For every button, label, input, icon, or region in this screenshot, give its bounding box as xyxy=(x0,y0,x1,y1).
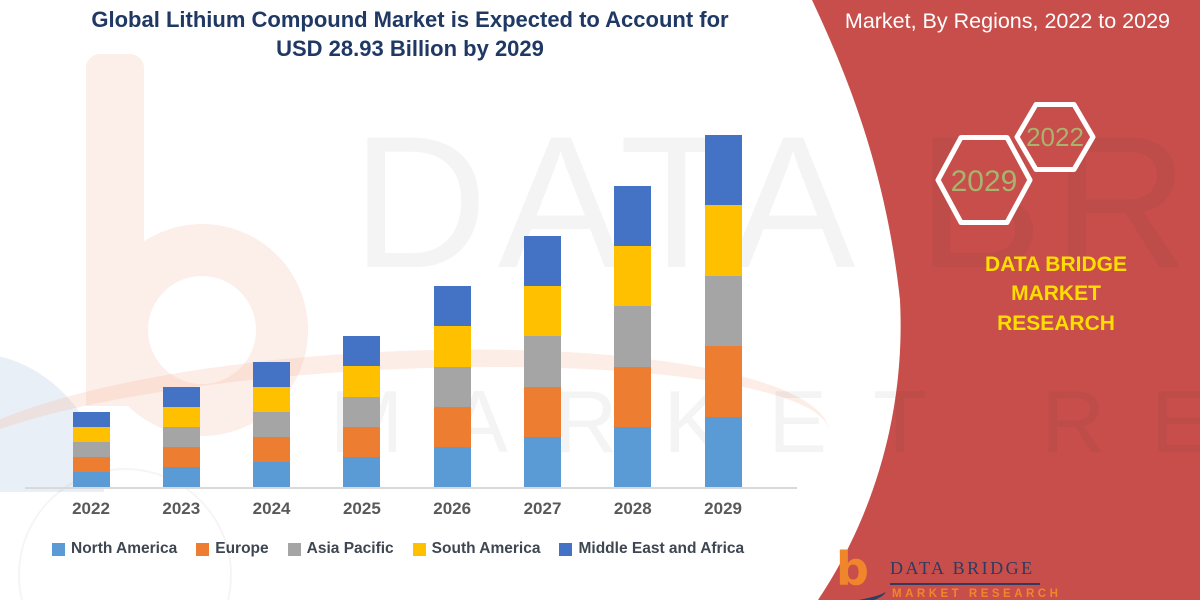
footer-logo-name: DATA BRIDGE xyxy=(890,558,1035,578)
bar-segment-2025-south-america xyxy=(343,366,381,397)
legend-label: Asia Pacific xyxy=(306,540,394,557)
footer-logo-sub: MARKET RESEARCH xyxy=(892,588,1062,600)
bar-segment-2023-europe xyxy=(162,447,200,468)
legend-swatch-icon xyxy=(52,542,65,556)
chart-title: Global Lithium Compound Market is Expect… xyxy=(40,6,780,63)
bar-segment-2028-europe xyxy=(614,366,652,427)
bar-segment-2024-south-america xyxy=(253,386,291,412)
bar-segment-2026-north-america xyxy=(433,446,471,487)
legend-label: South America xyxy=(431,540,541,557)
bar-segment-2025-middle-east-and-africa xyxy=(343,336,381,367)
bar-segment-2027-europe xyxy=(524,386,561,437)
bar-segment-2026-europe xyxy=(433,406,471,447)
x-axis-label-2029: 2029 xyxy=(704,499,742,518)
bar-segment-2029-asia-pacific xyxy=(704,275,742,347)
footer-logo: b DATA BRIDGE MARKET RESEARCH xyxy=(829,546,1096,600)
bar-segment-2022-europe xyxy=(72,457,110,473)
legend-swatch-icon xyxy=(196,542,210,556)
bar-segment-2029-europe xyxy=(704,346,742,417)
bar-segment-2027-middle-east-and-africa xyxy=(524,235,561,287)
bar-segment-2029-south-america xyxy=(704,205,742,276)
bar-segment-2023-middle-east-and-africa xyxy=(162,387,200,408)
chart-legend: North America Europe Asia Pacific South Ame… xyxy=(52,540,744,558)
x-axis-label-2023: 2023 xyxy=(162,499,201,518)
x-axis-label-2025: 2025 xyxy=(342,499,381,518)
legend-swatch-icon xyxy=(412,542,426,556)
chart-title-line2: USD 28.93 Billion by 2029 xyxy=(276,35,544,61)
bar-segment-2024-middle-east-and-africa xyxy=(253,361,291,387)
bar-segment-2026-middle-east-and-africa xyxy=(433,286,471,327)
bar-segment-2029-middle-east-and-africa xyxy=(704,134,742,206)
brand-text: DATA BRIDGE MARKET RESEARCH xyxy=(938,250,1174,338)
legend-swatch-icon xyxy=(559,542,573,556)
legend-item-europe: Europe xyxy=(196,540,269,558)
bar-segment-2023-asia-pacific xyxy=(162,427,200,448)
bar-segment-2028-south-america xyxy=(614,246,652,307)
bar-segment-2028-north-america xyxy=(614,426,652,487)
bar-segment-2024-europe xyxy=(253,436,291,462)
legend-swatch-icon xyxy=(287,542,301,556)
x-axis-line xyxy=(25,487,797,489)
bar-segment-2027-north-america xyxy=(524,436,561,487)
bar-segment-2022-south-america xyxy=(72,427,110,443)
bar-segment-2029-north-america xyxy=(704,416,742,487)
x-axis-label-2027: 2027 xyxy=(523,499,562,518)
x-axis-label-2024: 2024 xyxy=(252,499,291,518)
legend-item-middle-east-and-africa: Middle East and Africa xyxy=(559,540,744,558)
bar-segment-2026-asia-pacific xyxy=(433,366,471,407)
bar-segment-2022-middle-east-and-africa xyxy=(72,412,110,428)
legend-item-south-america: South America xyxy=(412,540,541,558)
band-header: Market, By Regions, 2022 to 2029 xyxy=(844,9,1170,33)
bar-segment-2023-south-america xyxy=(162,407,200,428)
brand-text-line1: DATA BRIDGE MARKET xyxy=(985,253,1127,306)
bar-segment-2022-asia-pacific xyxy=(72,442,110,458)
x-axis-label-2028: 2028 xyxy=(613,499,652,518)
legend-label: Europe xyxy=(215,540,269,557)
legend-item-asia-pacific: Asia Pacific xyxy=(287,540,394,558)
bar-segment-2024-north-america xyxy=(253,461,291,487)
brand-text-line2: RESEARCH xyxy=(997,311,1115,335)
bar-segment-2026-south-america xyxy=(433,326,471,367)
legend-item-north-america: North America xyxy=(52,540,177,558)
x-axis-label-2026: 2026 xyxy=(433,499,472,518)
bar-segment-2028-asia-pacific xyxy=(614,306,652,367)
legend-label: Middle East and Africa xyxy=(578,540,745,557)
bar-segment-2028-middle-east-and-africa xyxy=(614,186,652,247)
bar-segment-2024-asia-pacific xyxy=(253,411,291,437)
chart-title-line1: Global Lithium Compound Market is Expect… xyxy=(91,7,729,32)
x-axis-label-2022: 2022 xyxy=(72,499,110,518)
bar-segment-2027-asia-pacific xyxy=(524,336,561,387)
bar-segment-2025-europe xyxy=(343,426,381,457)
bar-segment-2023-north-america xyxy=(162,467,200,487)
data-bridge-b-icon: b xyxy=(836,542,869,596)
bar-segment-2027-south-america xyxy=(524,286,561,337)
bar-segment-2025-north-america xyxy=(343,456,381,487)
bar-segment-2022-north-america xyxy=(72,472,110,487)
legend-label: North America xyxy=(71,540,178,557)
footer-logo-rule xyxy=(890,583,1040,585)
bar-segment-2025-asia-pacific xyxy=(343,396,381,427)
